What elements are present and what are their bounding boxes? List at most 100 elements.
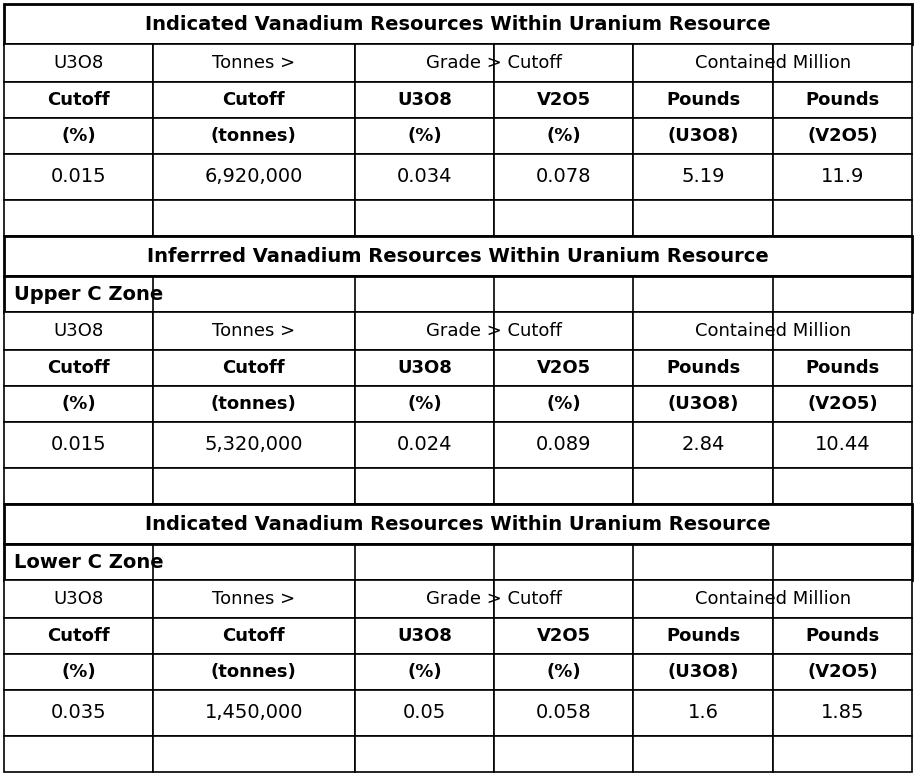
- Bar: [633, 82, 773, 118]
- Bar: [773, 312, 912, 350]
- Text: (%): (%): [61, 127, 96, 145]
- Text: (U3O8): (U3O8): [668, 663, 738, 681]
- Bar: [153, 654, 354, 690]
- Text: V2O5: V2O5: [537, 359, 591, 377]
- Bar: [773, 154, 912, 200]
- Bar: [153, 44, 354, 82]
- Text: Cutoff: Cutoff: [223, 627, 285, 645]
- Text: Contained Million: Contained Million: [694, 54, 851, 72]
- Text: Cutoff: Cutoff: [47, 359, 110, 377]
- Text: U3O8: U3O8: [53, 322, 104, 340]
- Bar: [494, 654, 633, 690]
- Bar: [4, 312, 153, 350]
- Bar: [633, 654, 773, 690]
- Text: (V2O5): (V2O5): [807, 127, 878, 145]
- Text: U3O8: U3O8: [397, 359, 452, 377]
- Text: Cutoff: Cutoff: [223, 359, 285, 377]
- Bar: [153, 350, 354, 386]
- Text: Tonnes >: Tonnes >: [213, 590, 295, 608]
- Text: U3O8: U3O8: [397, 627, 452, 645]
- Text: V2O5: V2O5: [537, 91, 591, 109]
- Bar: [494, 580, 633, 618]
- Bar: [633, 200, 773, 236]
- Text: (%): (%): [61, 663, 96, 681]
- Bar: [153, 154, 354, 200]
- Text: 2.84: 2.84: [682, 436, 725, 454]
- Text: 1,450,000: 1,450,000: [204, 704, 303, 722]
- Text: U3O8: U3O8: [53, 54, 104, 72]
- Bar: [494, 44, 633, 82]
- Text: Pounds: Pounds: [666, 91, 740, 109]
- Bar: [633, 736, 773, 772]
- Bar: [4, 504, 912, 544]
- Bar: [773, 422, 912, 468]
- Text: Grade > Cutoff: Grade > Cutoff: [426, 54, 562, 72]
- Bar: [494, 386, 633, 422]
- Text: 1.85: 1.85: [821, 704, 864, 722]
- Text: (V2O5): (V2O5): [807, 663, 878, 681]
- Text: 0.089: 0.089: [536, 436, 592, 454]
- Text: Indicated Vanadium Resources Within Uranium Resource: Indicated Vanadium Resources Within Uran…: [146, 15, 770, 33]
- Text: Pounds: Pounds: [805, 91, 879, 109]
- Text: 0.035: 0.035: [50, 704, 106, 722]
- Text: 0.078: 0.078: [536, 167, 592, 187]
- Text: (%): (%): [546, 127, 581, 145]
- Bar: [4, 82, 153, 118]
- Bar: [773, 736, 912, 772]
- Bar: [354, 736, 494, 772]
- Bar: [494, 468, 633, 504]
- Bar: [633, 618, 773, 654]
- Bar: [4, 236, 912, 276]
- Bar: [153, 468, 354, 504]
- Bar: [633, 154, 773, 200]
- Bar: [494, 312, 633, 350]
- Bar: [773, 118, 912, 154]
- Text: (tonnes): (tonnes): [211, 395, 297, 413]
- Bar: [4, 350, 153, 386]
- Text: (%): (%): [61, 395, 96, 413]
- Text: Pounds: Pounds: [666, 359, 740, 377]
- Text: Grade > Cutoff: Grade > Cutoff: [426, 322, 562, 340]
- Bar: [354, 580, 494, 618]
- Text: (%): (%): [546, 663, 581, 681]
- Text: Pounds: Pounds: [666, 627, 740, 645]
- Bar: [153, 736, 354, 772]
- Text: Contained Million: Contained Million: [694, 590, 851, 608]
- Text: (U3O8): (U3O8): [668, 127, 738, 145]
- Bar: [773, 386, 912, 422]
- Bar: [354, 200, 494, 236]
- Bar: [4, 276, 912, 312]
- Text: 5.19: 5.19: [682, 167, 725, 187]
- Bar: [633, 350, 773, 386]
- Text: U3O8: U3O8: [53, 590, 104, 608]
- Text: (%): (%): [407, 395, 442, 413]
- Bar: [354, 312, 494, 350]
- Bar: [4, 654, 153, 690]
- Bar: [773, 580, 912, 618]
- Bar: [153, 312, 354, 350]
- Bar: [4, 422, 153, 468]
- Text: 1.6: 1.6: [688, 704, 718, 722]
- Bar: [633, 422, 773, 468]
- Bar: [354, 82, 494, 118]
- Text: 11.9: 11.9: [821, 167, 864, 187]
- Bar: [773, 44, 912, 82]
- Bar: [494, 200, 633, 236]
- Bar: [153, 82, 354, 118]
- Bar: [633, 386, 773, 422]
- Bar: [773, 618, 912, 654]
- Bar: [4, 118, 153, 154]
- Bar: [773, 200, 912, 236]
- Text: 0.05: 0.05: [403, 704, 446, 722]
- Text: U3O8: U3O8: [397, 91, 452, 109]
- Bar: [4, 386, 153, 422]
- Bar: [153, 200, 354, 236]
- Text: 0.015: 0.015: [50, 167, 106, 187]
- Text: (V2O5): (V2O5): [807, 395, 878, 413]
- Bar: [153, 422, 354, 468]
- Text: Cutoff: Cutoff: [223, 91, 285, 109]
- Text: Pounds: Pounds: [805, 627, 879, 645]
- Bar: [494, 736, 633, 772]
- Bar: [4, 200, 153, 236]
- Bar: [354, 386, 494, 422]
